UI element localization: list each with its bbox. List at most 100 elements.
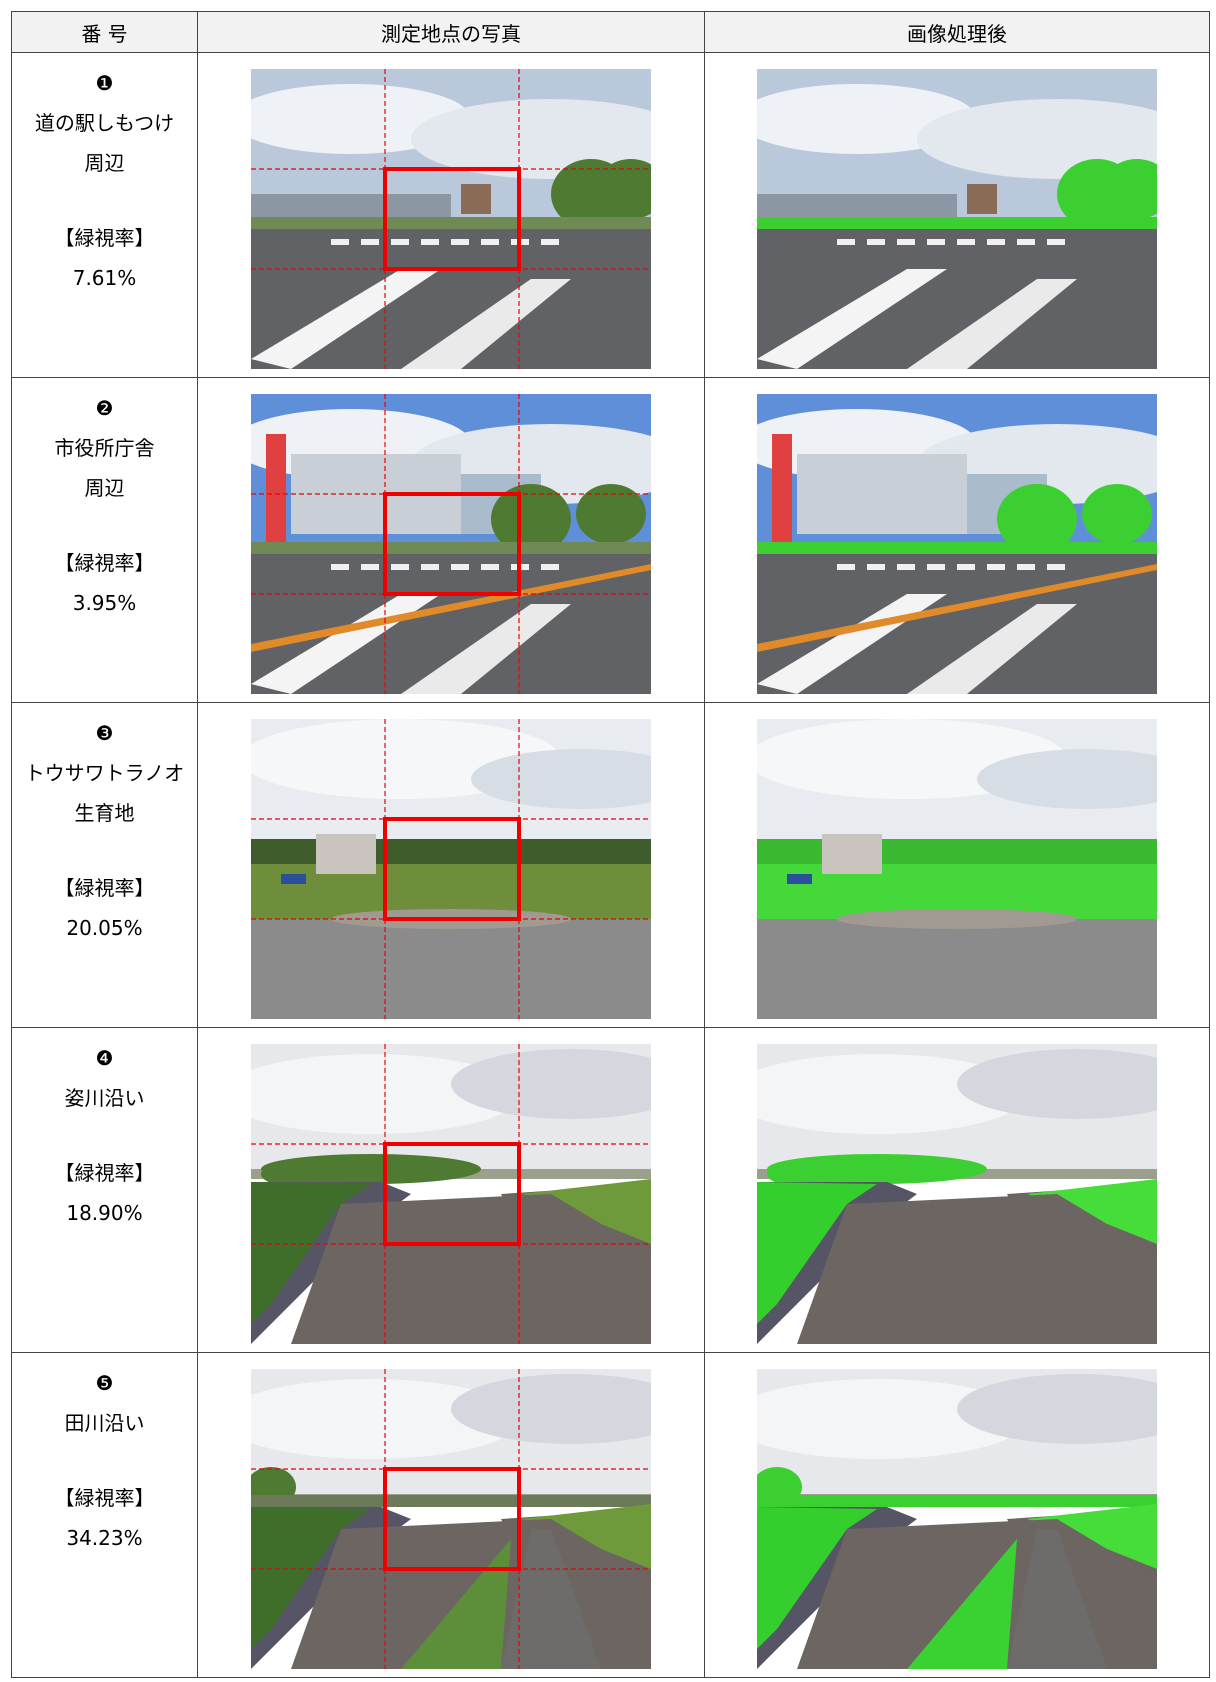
shape	[316, 834, 376, 874]
shape	[957, 564, 975, 570]
shape	[757, 1054, 1027, 1134]
shape	[251, 1054, 521, 1134]
shape	[797, 454, 967, 534]
shape	[1017, 564, 1035, 570]
shape	[541, 564, 559, 570]
shape	[521, 1179, 651, 1244]
processed-photo	[757, 1369, 1157, 1669]
marker: ❺	[95, 1371, 114, 1395]
shape	[757, 217, 1157, 229]
shape	[251, 194, 451, 219]
header-cell: 番 号	[11, 11, 198, 53]
shape	[917, 99, 1157, 179]
processed-photo	[757, 719, 1157, 1019]
table-row: ❺ 田川沿い 【緑視率】 34.23%	[11, 1352, 1210, 1678]
marker: ❷	[95, 396, 114, 420]
shape	[291, 1194, 651, 1344]
shape	[421, 564, 439, 570]
shape	[1017, 239, 1035, 245]
site-name: 姿川沿い	[64, 1086, 145, 1110]
shape	[251, 1379, 521, 1459]
shape	[481, 564, 499, 570]
table-row: ❹ 姿川沿い【緑視率】 18.90%	[11, 1027, 1210, 1353]
photo-cell	[197, 702, 705, 1028]
shape	[281, 874, 306, 884]
shape	[757, 1379, 1027, 1459]
shape	[977, 749, 1157, 809]
shape	[251, 1495, 651, 1507]
shape	[471, 749, 651, 809]
shape	[576, 484, 646, 544]
shape	[251, 919, 651, 1019]
photo-cell	[704, 52, 1210, 378]
site-name: 市役所庁舎	[54, 436, 155, 460]
value: 34.23%	[66, 1526, 143, 1550]
shape	[997, 484, 1077, 554]
shape	[491, 484, 571, 554]
info-cell: ❷ 市役所庁舎 周辺 【緑視率】 3.95%	[11, 377, 198, 703]
shape	[401, 604, 571, 694]
site-photo	[251, 719, 651, 1019]
site-name: トウサワトラノオ	[24, 761, 185, 785]
photo-cell	[704, 702, 1210, 1028]
shape	[797, 1194, 1157, 1344]
shape	[461, 184, 491, 214]
site-photo	[251, 1044, 651, 1344]
shape	[251, 1182, 371, 1324]
site-name: 生育地	[74, 801, 135, 825]
value: 20.05%	[66, 916, 143, 940]
shape	[251, 1507, 371, 1649]
photo-cell	[197, 1352, 705, 1678]
info: ❹ 姿川沿い【緑視率】 18.90%	[12, 1028, 197, 1233]
shape	[907, 279, 1077, 369]
shape	[1102, 159, 1157, 219]
info: ❺ 田川沿い 【緑視率】 34.23%	[12, 1353, 197, 1558]
shape	[251, 542, 651, 554]
shape	[897, 239, 915, 245]
value: 3.95%	[72, 591, 137, 615]
shape	[501, 1529, 601, 1669]
shape	[331, 564, 349, 570]
shape	[361, 564, 379, 570]
shape	[772, 434, 792, 544]
photo-cell	[197, 377, 705, 703]
measure-box	[383, 1142, 521, 1246]
shape	[1027, 1504, 1157, 1569]
label: 【緑視率】	[54, 1486, 155, 1510]
shape	[757, 919, 1157, 1019]
spacer	[12, 1443, 197, 1478]
shape	[451, 1374, 651, 1444]
shape	[757, 839, 1157, 864]
shape	[867, 564, 885, 570]
shape	[1007, 1529, 1107, 1669]
label: 【緑視率】	[54, 1161, 155, 1185]
marker: ❸	[95, 721, 114, 745]
shape	[757, 269, 947, 369]
value: 7.61%	[72, 266, 137, 290]
info-cell: ❸ トウサワトラノオ 生育地 【緑視率】 20.05%	[11, 702, 198, 1028]
spacer	[12, 1118, 197, 1153]
label: 【緑視率】	[54, 226, 155, 250]
site-name: 道の駅しもつけ	[34, 111, 175, 135]
shape	[897, 564, 915, 570]
shape	[251, 269, 441, 369]
shape	[837, 909, 1077, 929]
shape	[907, 1539, 1017, 1669]
shape	[521, 1504, 651, 1569]
info: ❸ トウサワトラノオ 生育地 【緑視率】 20.05%	[12, 703, 197, 948]
shape	[927, 239, 945, 245]
value: 18.90%	[66, 1201, 143, 1225]
shape	[757, 564, 1157, 652]
shape	[261, 1162, 321, 1186]
processed-photo	[757, 394, 1157, 694]
measure-box	[383, 1467, 521, 1571]
shape	[757, 542, 1157, 554]
info-cell: ❶ 道の駅しもつけ 周辺 【緑視率】 7.61%	[11, 52, 198, 378]
marker: ❹	[95, 1046, 114, 1070]
processed-photo	[757, 1044, 1157, 1344]
info-cell: ❹ 姿川沿い【緑視率】 18.90%	[11, 1027, 198, 1353]
marker: ❶	[95, 71, 114, 95]
shape	[331, 239, 349, 245]
shape	[411, 99, 651, 179]
shape	[837, 564, 855, 570]
